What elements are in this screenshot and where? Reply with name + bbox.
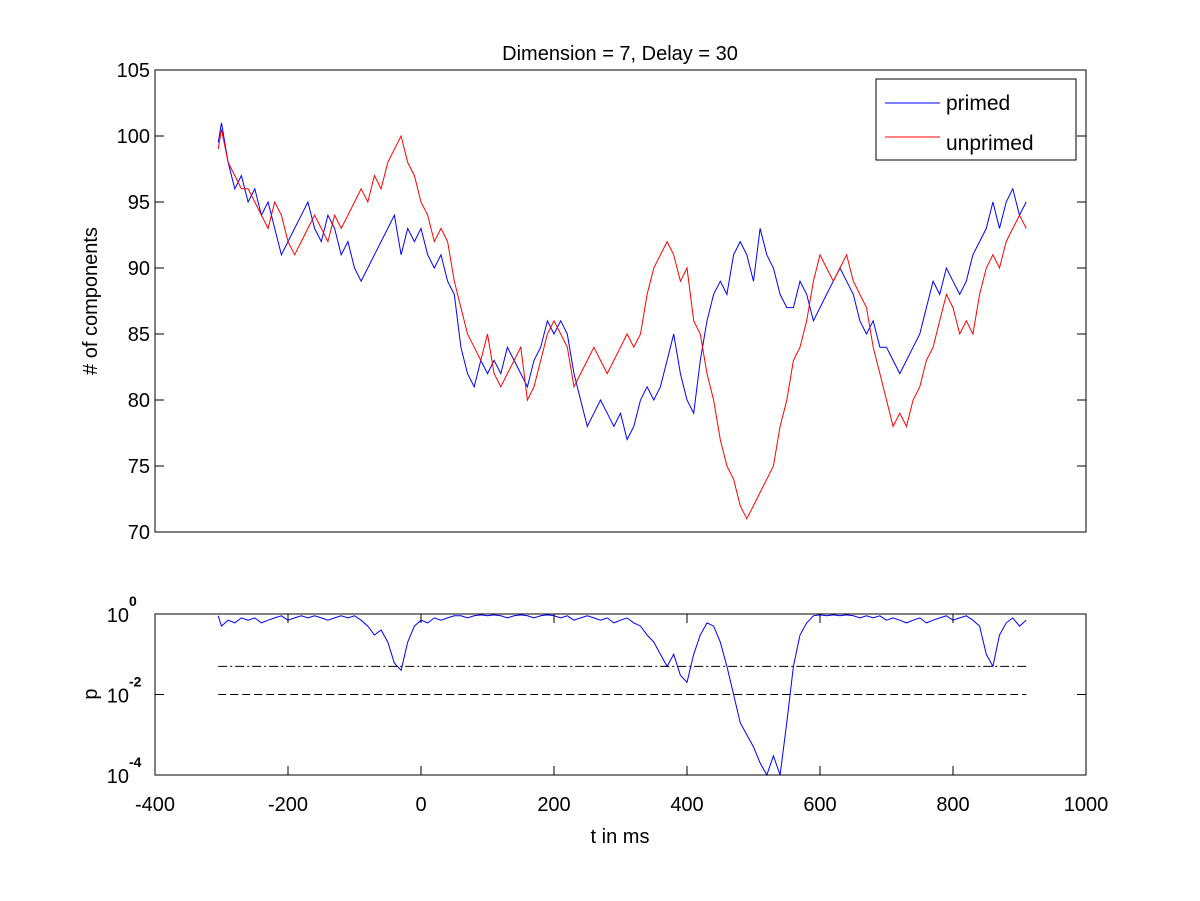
bottom-xtick-label-5: 600 bbox=[803, 794, 836, 816]
top-ytick-label-2: 80 bbox=[128, 390, 150, 412]
bottom-ytick-exp-2: -4 bbox=[129, 754, 142, 770]
top-y-ticks: 70 75 80 85 90 95 100 105 bbox=[117, 60, 1086, 544]
bottom-xtick-label-6: 800 bbox=[936, 794, 969, 816]
legend: primed unprimed bbox=[875, 78, 1077, 161]
legend-box bbox=[875, 78, 1077, 161]
top-series-lines bbox=[217, 122, 1027, 520]
bottom-xtick-label-2: 0 bbox=[415, 794, 426, 816]
legend-label-unprimed: unprimed bbox=[946, 132, 1034, 155]
bottom-ytick-base-2: 10 bbox=[107, 766, 129, 788]
bottom-ylabel: p bbox=[80, 688, 102, 699]
top-ytick-label-3: 85 bbox=[128, 324, 150, 346]
top-ytick-label-7: 105 bbox=[117, 60, 150, 82]
bottom-ytick-base-0: 10 bbox=[107, 605, 129, 627]
bottom-xtick-label-4: 400 bbox=[670, 794, 703, 816]
bottom-xlabel: t in ms bbox=[591, 826, 650, 848]
top-ytick-label-0: 70 bbox=[128, 522, 150, 544]
top-ytick-label-4: 90 bbox=[128, 258, 150, 280]
bottom-xtick-label-3: 200 bbox=[537, 794, 570, 816]
top-ytick-label-6: 100 bbox=[117, 126, 150, 148]
bottom-xtick-label-7: 1000 bbox=[1064, 794, 1109, 816]
bottom-series-lines bbox=[217, 614, 1027, 777]
bottom-ytick-base-1: 10 bbox=[107, 686, 129, 708]
bottom-xtick-label-1: -200 bbox=[268, 794, 308, 816]
top-panel: Dimension = 7, Delay = 30 70 75 80 85 90 95 10… bbox=[80, 43, 1087, 544]
top-ytick-label-5: 95 bbox=[128, 192, 150, 214]
bottom-xtick-label-0: -400 bbox=[135, 794, 175, 816]
bottom-ytick-exp-1: -2 bbox=[129, 674, 142, 690]
bottom-ytick-exp-0: 0 bbox=[129, 593, 137, 609]
bottom-series-line-0 bbox=[217, 614, 1027, 777]
top-ylabel: # of components bbox=[80, 227, 102, 375]
bottom-x-ticks: -400 -200 0 200 400 600 800 1000 bbox=[135, 614, 1108, 816]
top-title: Dimension = 7, Delay = 30 bbox=[502, 43, 738, 65]
top-series-line-primed bbox=[217, 122, 1027, 442]
top-axes-box bbox=[154, 69, 1087, 533]
top-ytick-label-1: 75 bbox=[128, 456, 150, 478]
top-series-line-unprimed bbox=[217, 129, 1027, 520]
legend-label-primed: primed bbox=[946, 92, 1010, 115]
